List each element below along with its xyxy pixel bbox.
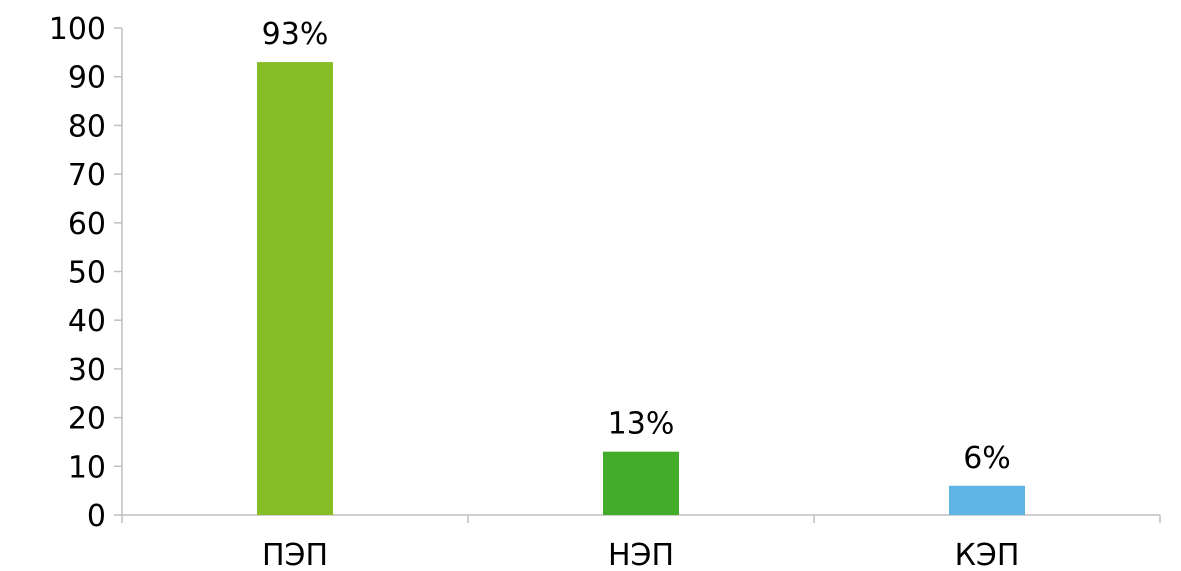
data-labels: 93% 13% 6% — [262, 17, 1011, 476]
x-category-label: ПЭП — [262, 538, 328, 571]
bar-1 — [257, 62, 333, 516]
x-category-label: КЭП — [955, 538, 1020, 571]
y-tick-label: 40 — [68, 304, 106, 339]
bar-3 — [949, 485, 1025, 515]
y-tick-label: 0 — [87, 499, 106, 534]
y-axis: 0 10 20 30 40 50 60 70 80 90 100 — [49, 12, 123, 534]
x-category-label: НЭП — [608, 538, 674, 571]
x-axis: ПЭП НЭП КЭП — [121, 514, 1161, 571]
y-tick-label: 10 — [68, 450, 106, 485]
y-tick-label: 60 — [68, 207, 106, 242]
bar-2 — [603, 451, 679, 515]
y-tick-label: 20 — [68, 402, 106, 437]
y-tick-label: 80 — [68, 109, 106, 144]
y-tick-label: 30 — [68, 353, 106, 388]
bars — [257, 62, 1025, 516]
bar-data-label: 6% — [963, 441, 1011, 476]
bar-data-label: 13% — [608, 407, 675, 442]
y-tick-label: 90 — [68, 61, 106, 96]
y-tick-label: 100 — [49, 12, 106, 47]
y-tick-label: 70 — [68, 158, 106, 193]
y-tick-label: 50 — [68, 256, 106, 291]
bar-data-label: 93% — [262, 17, 329, 52]
